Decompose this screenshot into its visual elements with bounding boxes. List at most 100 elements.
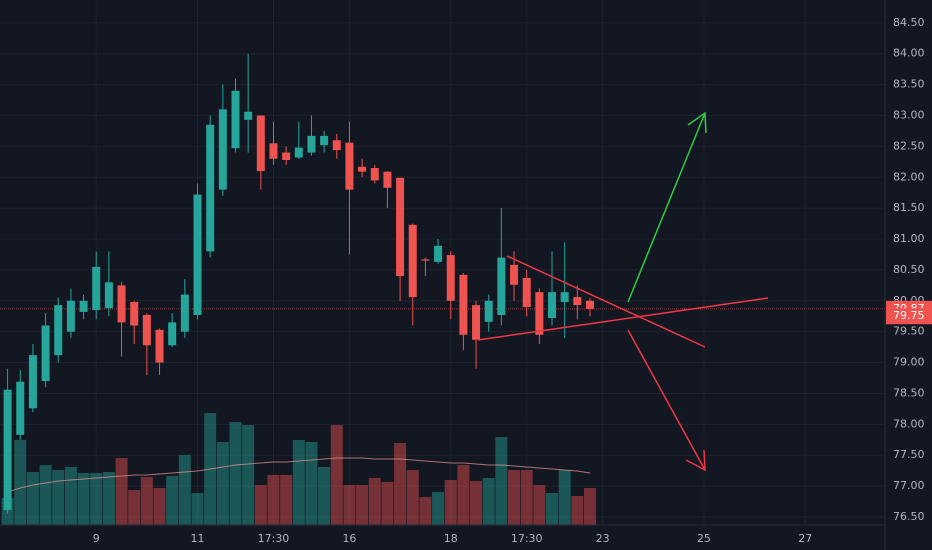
volume-bar: [64, 467, 77, 525]
volume-bar: [381, 482, 394, 525]
y-tick-label: 79.00: [893, 356, 925, 369]
y-tick-label: 81.50: [893, 201, 925, 214]
volume-bar: [318, 467, 331, 525]
candle-body: [408, 224, 417, 298]
volume-bar: [216, 442, 229, 525]
volume-bar: [533, 485, 546, 525]
x-tick-label: 16: [342, 532, 356, 545]
candle-body: [358, 166, 367, 172]
candle-body: [484, 300, 493, 322]
volume-bar: [343, 485, 356, 525]
volume-bar: [394, 443, 407, 525]
arrow-head: [685, 449, 706, 472]
candle-body: [294, 147, 303, 158]
candle-body: [510, 264, 519, 285]
candle-body: [269, 143, 278, 159]
volume-bar: [115, 458, 128, 525]
volume-bar: [128, 490, 141, 525]
y-tick-label: 82.50: [893, 139, 925, 152]
volume-ma-line: [7, 457, 591, 493]
candle-body: [548, 292, 557, 319]
y-tick-label: 83.00: [893, 109, 925, 122]
candle-body: [244, 111, 253, 120]
candle-body: [560, 292, 569, 303]
y-tick-label: 79.50: [893, 325, 925, 338]
candle-body: [117, 285, 126, 323]
candle-body: [41, 325, 50, 382]
candle-body: [231, 90, 240, 149]
candle-body: [104, 282, 113, 309]
volume-bar: [546, 493, 559, 525]
volume-bar: [229, 422, 242, 525]
arrow-down: [627, 329, 706, 471]
candle-body: [421, 259, 430, 261]
candle-body: [256, 115, 265, 172]
y-tick-label: 78.00: [893, 417, 925, 430]
candle-body: [142, 315, 151, 346]
volume-bar: [356, 485, 369, 525]
volume-bar: [26, 472, 39, 525]
volume-bar: [305, 442, 318, 525]
y-tick-label: 76.50: [893, 510, 925, 523]
price-tag-label: 79.75: [893, 309, 925, 322]
candle-body: [497, 257, 506, 315]
volume-bar: [470, 481, 483, 525]
x-tick-label: 17:30: [511, 532, 543, 545]
volume-bar: [242, 425, 255, 525]
y-tick-label: 84.00: [893, 47, 925, 60]
volume-bar: [191, 493, 204, 525]
x-tick-label: 11: [191, 532, 205, 545]
volume-bar: [330, 425, 343, 525]
y-tick-label: 84.50: [893, 16, 925, 29]
volume-bar: [153, 488, 166, 525]
volume-bar: [140, 477, 153, 525]
x-tick-label: 27: [798, 532, 812, 545]
volume-bar: [432, 492, 445, 525]
candle-body: [307, 135, 316, 153]
x-tick-label: 17:30: [258, 532, 290, 545]
volume-bar: [495, 437, 508, 525]
y-tick-label: 82.00: [893, 170, 925, 183]
volume-bar: [444, 480, 457, 525]
y-tick-label: 83.50: [893, 78, 925, 91]
candle-body: [472, 305, 481, 340]
candle-body: [54, 305, 63, 356]
candle-body: [396, 177, 405, 277]
candle-body: [206, 124, 215, 252]
volume-bar: [178, 455, 191, 525]
candle-body: [586, 300, 594, 309]
axes: 76.5077.0077.5078.0078.5079.0079.5080.00…: [93, 16, 932, 545]
candle-body: [320, 135, 329, 146]
volume-bar: [14, 440, 27, 525]
volume-bar: [457, 465, 470, 525]
arrow-head: [687, 111, 707, 134]
candle-body: [434, 245, 443, 262]
volume-bar: [520, 470, 533, 525]
candle-body: [345, 142, 354, 190]
volume-bar: [77, 473, 90, 525]
y-tick-label: 77.50: [893, 448, 925, 461]
candle-body: [168, 322, 177, 346]
candle-body: [92, 266, 101, 311]
volume-bar: [90, 473, 103, 525]
volume-bar: [368, 478, 381, 525]
volume-bar: [280, 475, 293, 525]
candle-body: [573, 297, 582, 306]
candle-body: [130, 302, 139, 326]
candle-body: [79, 300, 88, 312]
candle-body: [193, 194, 202, 315]
volume-bar: [584, 488, 596, 525]
candle-body: [370, 168, 379, 181]
price-tag: [886, 308, 932, 325]
arrow-up: [627, 112, 706, 303]
y-tick-label: 81.00: [893, 232, 925, 245]
y-tick-label: 78.50: [893, 386, 925, 399]
volume-bar: [508, 470, 521, 525]
trend-line: [506, 255, 706, 348]
candle-body: [446, 255, 455, 301]
volume-bar: [254, 485, 267, 525]
volume-bar: [558, 470, 571, 525]
candle-body: [459, 274, 468, 335]
volume-bar: [52, 470, 65, 525]
